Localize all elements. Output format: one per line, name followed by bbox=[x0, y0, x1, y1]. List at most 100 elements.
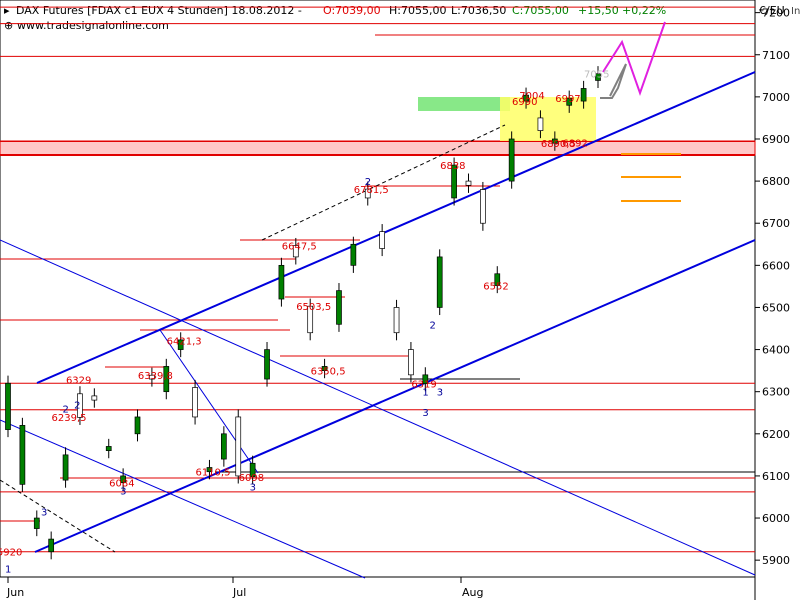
candle-body bbox=[465, 180, 472, 186]
y-tick-label: 6000 bbox=[762, 512, 790, 525]
y-tick-label: 6800 bbox=[762, 175, 790, 188]
candle-body bbox=[436, 256, 443, 308]
y-tick-label: 6600 bbox=[762, 259, 790, 272]
candle-body bbox=[494, 273, 501, 286]
zones bbox=[0, 97, 756, 156]
downtrend-line-2 bbox=[0, 419, 366, 579]
candle-body bbox=[163, 366, 170, 393]
x-axis: Jun Jul Aug bbox=[6, 577, 483, 599]
candle-body bbox=[480, 189, 486, 224]
price-label: 6421,3 bbox=[167, 337, 202, 348]
price-label: 5920 bbox=[0, 548, 22, 559]
candle-body bbox=[278, 264, 285, 300]
y-tick-label: 6500 bbox=[762, 301, 790, 314]
channel-upper bbox=[36, 71, 756, 384]
y-axis: 5900 6000 6100 6200 6300 6400 6500 6600 6700 6800… bbox=[755, 7, 790, 567]
candle-body bbox=[336, 290, 342, 325]
price-label: 6781,5 bbox=[354, 185, 389, 196]
price-label: 6350,5 bbox=[311, 366, 346, 377]
price-label: 6098 bbox=[239, 473, 264, 484]
candle-body bbox=[523, 94, 529, 102]
candle-body bbox=[595, 73, 601, 81]
wave-label: 1 bbox=[5, 565, 11, 576]
wave-label: 3 bbox=[250, 482, 256, 493]
price-series bbox=[5, 66, 601, 560]
downtrend-line bbox=[0, 239, 756, 576]
header-icon: ▸ bbox=[4, 4, 10, 17]
y-tick-label: 7100 bbox=[762, 49, 790, 62]
candle-body bbox=[48, 538, 55, 553]
wave-label: 2 bbox=[63, 405, 69, 416]
candle-body bbox=[537, 117, 544, 131]
candle-body bbox=[206, 467, 213, 473]
y-tick-label: 6700 bbox=[762, 217, 790, 230]
price-label: 7055 bbox=[584, 70, 609, 81]
candle-body bbox=[105, 446, 112, 451]
segment-lines bbox=[0, 34, 755, 522]
price-label: 7004 bbox=[519, 91, 544, 102]
candle-body bbox=[292, 245, 299, 258]
price-label: 6339,8 bbox=[138, 371, 173, 382]
x-label-aug: Aug bbox=[462, 586, 483, 599]
price-label: 6647,5 bbox=[282, 241, 317, 252]
candle-body bbox=[422, 374, 429, 385]
y-tick-label: 6300 bbox=[762, 386, 790, 399]
candle-body bbox=[77, 393, 83, 418]
wave-label: 3 bbox=[437, 388, 443, 399]
candle-body bbox=[364, 188, 371, 199]
price-label: 6838 bbox=[440, 161, 465, 172]
wave-label: 2 bbox=[430, 320, 436, 331]
wave-label: 3 bbox=[41, 508, 47, 519]
y-tick-label: 6200 bbox=[762, 428, 790, 441]
header-change-pct: +0,22% bbox=[622, 4, 666, 17]
candle-body bbox=[192, 387, 198, 418]
y-tick-label: 5900 bbox=[762, 554, 790, 567]
wave-label: 2 bbox=[74, 400, 80, 411]
price-label: 6110,5 bbox=[195, 467, 230, 478]
candle-body bbox=[235, 416, 242, 477]
header-title: DAX Futures [FDAX c1 EUX 4 Stunden] 18.0… bbox=[16, 4, 302, 17]
header-open: O:7039,00 bbox=[323, 4, 381, 17]
candle-body bbox=[379, 231, 385, 249]
candle-body bbox=[321, 366, 328, 371]
price-label: 6239,5 bbox=[52, 413, 87, 424]
candle-body bbox=[451, 164, 457, 199]
candle-body bbox=[350, 243, 357, 266]
horizontal-levels bbox=[0, 6, 755, 553]
y-tick-label: 6400 bbox=[762, 344, 790, 357]
axis-unit: €/EU bbox=[759, 4, 785, 17]
candle-body bbox=[508, 138, 515, 182]
dashed-mid bbox=[261, 124, 506, 241]
price-label: 6990 bbox=[512, 97, 537, 108]
price-label: 6084 bbox=[109, 479, 134, 490]
y-tick-label: 7000 bbox=[762, 91, 790, 104]
candle-body bbox=[551, 138, 558, 144]
candle-body bbox=[264, 349, 270, 380]
y-tick-label: 6100 bbox=[762, 470, 790, 483]
price-label: 6319 bbox=[411, 380, 436, 391]
price-label: 6329 bbox=[66, 375, 91, 386]
x-label-jul: Jul bbox=[232, 586, 246, 599]
candle-body bbox=[5, 382, 11, 430]
candle-body bbox=[408, 349, 414, 376]
orange-targets bbox=[621, 153, 681, 202]
chart-header: ▸ DAX Futures [FDAX c1 EUX 4 Stunden] 18… bbox=[4, 4, 666, 32]
candle-body bbox=[19, 425, 26, 485]
candle-body bbox=[580, 88, 587, 102]
candle-body bbox=[120, 475, 126, 484]
candle-body bbox=[249, 462, 256, 478]
price-label: 6997 bbox=[555, 94, 580, 105]
price-label: 6552 bbox=[483, 282, 508, 293]
x-label-jun: Jun bbox=[6, 586, 24, 599]
candle-body bbox=[91, 395, 98, 401]
green-zone bbox=[418, 97, 510, 111]
price-label: 6503,5 bbox=[296, 302, 331, 313]
candle-body bbox=[33, 517, 40, 529]
projection-magenta bbox=[602, 21, 666, 97]
target-zone bbox=[500, 97, 596, 141]
candle-body bbox=[149, 374, 155, 380]
price-label: 6892 bbox=[562, 138, 587, 149]
projection-gray bbox=[600, 63, 627, 99]
fan-line bbox=[159, 329, 259, 474]
